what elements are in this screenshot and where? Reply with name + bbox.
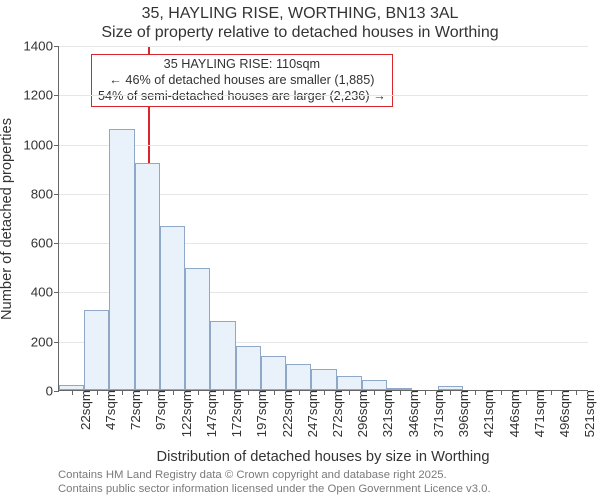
- y-tick-label: 1400: [23, 39, 59, 54]
- attribution-text: Contains HM Land Registry data © Crown c…: [58, 468, 491, 496]
- y-tick-label: 200: [31, 334, 59, 349]
- x-tick: [501, 390, 502, 395]
- histogram-bar: [311, 369, 336, 390]
- plot-area: 35 HAYLING RISE: 110sqm ← 46% of detache…: [58, 46, 588, 391]
- x-tick: [299, 390, 300, 395]
- x-tick-label: 47sqm: [101, 390, 118, 430]
- x-tick-label: 296sqm: [353, 390, 370, 437]
- histogram-bar: [362, 380, 387, 390]
- x-tick: [551, 390, 552, 395]
- x-tick: [223, 390, 224, 395]
- gridline: [59, 145, 588, 146]
- x-tick-label: 371sqm: [429, 390, 446, 437]
- x-tick: [248, 390, 249, 395]
- x-tick: [400, 390, 401, 395]
- histogram-bar: [160, 226, 185, 390]
- histogram-bar: [135, 163, 160, 390]
- x-tick-label: 222sqm: [278, 390, 295, 437]
- x-tick: [475, 390, 476, 395]
- x-tick-label: 172sqm: [227, 390, 244, 437]
- histogram-bar: [337, 376, 362, 390]
- y-tick-label: 1000: [23, 137, 59, 152]
- histogram-bar: [210, 321, 235, 390]
- x-tick-label: 471sqm: [530, 390, 547, 437]
- x-tick-label: 272sqm: [328, 390, 345, 437]
- x-tick: [576, 390, 577, 395]
- x-tick: [147, 390, 148, 395]
- histogram-bar: [261, 356, 286, 391]
- y-axis-label: Number of detached properties: [0, 117, 15, 319]
- x-tick-label: 321sqm: [378, 390, 395, 437]
- chart-title-line2: Size of property relative to detached ho…: [0, 23, 600, 42]
- x-tick-label: 421sqm: [479, 390, 496, 437]
- x-tick: [274, 390, 275, 395]
- x-tick: [97, 390, 98, 395]
- x-tick: [526, 390, 527, 395]
- histogram-bar: [236, 346, 261, 390]
- callout-annotation: 35 HAYLING RISE: 110sqm ← 46% of detache…: [91, 54, 393, 107]
- y-tick-label: 600: [31, 236, 59, 251]
- x-tick: [324, 390, 325, 395]
- x-tick-label: 122sqm: [177, 390, 194, 437]
- x-axis-label: Distribution of detached houses by size …: [58, 449, 588, 465]
- gridline: [59, 46, 588, 47]
- y-tick-label: 1200: [23, 88, 59, 103]
- chart-titles: 35, HAYLING RISE, WORTHING, BN13 3AL Siz…: [0, 4, 600, 42]
- y-tick-label: 0: [46, 384, 59, 399]
- attribution-line-1: Contains HM Land Registry data © Crown c…: [58, 468, 491, 482]
- callout-line-1: 35 HAYLING RISE: 110sqm: [98, 57, 386, 73]
- x-tick-label: 396sqm: [454, 390, 471, 437]
- x-tick-label: 346sqm: [404, 390, 421, 437]
- gridline: [59, 95, 588, 96]
- x-tick-label: 72sqm: [126, 390, 143, 430]
- histogram-bar: [84, 310, 109, 390]
- histogram-bar: [286, 364, 311, 390]
- histogram-chart: 35, HAYLING RISE, WORTHING, BN13 3AL Siz…: [0, 0, 600, 500]
- x-tick: [198, 390, 199, 395]
- x-tick: [450, 390, 451, 395]
- x-tick: [374, 390, 375, 395]
- x-tick-label: 97sqm: [151, 390, 168, 430]
- x-tick-label: 22sqm: [76, 390, 93, 430]
- x-tick-label: 496sqm: [555, 390, 572, 437]
- y-tick-label: 400: [31, 285, 59, 300]
- x-tick: [173, 390, 174, 395]
- histogram-bar: [185, 268, 210, 390]
- x-tick-label: 521sqm: [580, 390, 597, 437]
- x-tick: [349, 390, 350, 395]
- x-tick-label: 446sqm: [505, 390, 522, 437]
- y-tick-label: 800: [31, 186, 59, 201]
- chart-title-line1: 35, HAYLING RISE, WORTHING, BN13 3AL: [0, 4, 600, 23]
- x-tick: [122, 390, 123, 395]
- x-tick-label: 197sqm: [252, 390, 269, 437]
- histogram-bar: [109, 129, 134, 390]
- attribution-line-2: Contains public sector information licen…: [58, 482, 491, 496]
- x-tick-label: 247sqm: [303, 390, 320, 437]
- x-tick-label: 147sqm: [202, 390, 219, 437]
- x-tick: [72, 390, 73, 395]
- callout-line-3: 54% of semi-detached houses are larger (…: [98, 89, 386, 105]
- callout-line-2: ← 46% of detached houses are smaller (1,…: [98, 73, 386, 89]
- x-tick: [425, 390, 426, 395]
